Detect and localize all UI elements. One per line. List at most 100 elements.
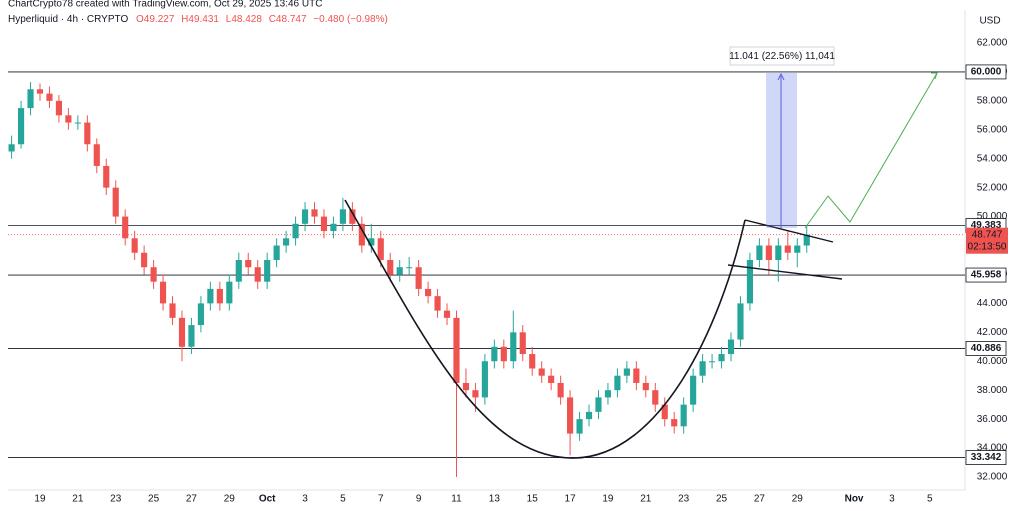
x-tick-label: 29 bbox=[224, 494, 236, 505]
y-tick-label: 36.000 bbox=[977, 414, 1008, 425]
candle-body bbox=[358, 223, 365, 246]
candle-body bbox=[74, 122, 81, 124]
x-tick-label: 5 bbox=[927, 494, 933, 505]
candle-body bbox=[481, 361, 488, 398]
candle-body bbox=[765, 245, 772, 260]
candle-body bbox=[17, 108, 25, 145]
candle-body bbox=[406, 267, 413, 269]
change: −0.480 (−0.98%) bbox=[313, 14, 388, 25]
candle-body bbox=[8, 144, 15, 152]
y-tick-label: 32.000 bbox=[977, 472, 1008, 483]
y-tick-label: 62.000 bbox=[977, 38, 1008, 49]
candle-body bbox=[567, 397, 574, 434]
measure-label-box bbox=[729, 46, 835, 66]
candle-body bbox=[46, 93, 53, 101]
x-tick-label: 19 bbox=[34, 494, 46, 505]
candle-body bbox=[93, 144, 100, 166]
level-label: 45.958 bbox=[971, 270, 1002, 281]
candle-body bbox=[387, 259, 394, 275]
currency: USD bbox=[979, 16, 1000, 27]
candle-body bbox=[661, 404, 668, 420]
candle-body bbox=[235, 259, 242, 282]
level-label-box bbox=[965, 64, 1007, 80]
candle-body bbox=[604, 390, 612, 398]
open: O49.227 bbox=[136, 14, 175, 25]
candle-body bbox=[529, 354, 536, 369]
symbol: Hyperliquid · 4h · CRYPTO bbox=[8, 14, 128, 25]
candle-body bbox=[548, 375, 555, 383]
candle-body bbox=[443, 310, 451, 318]
x-tick-label: 21 bbox=[640, 494, 652, 505]
x-tick-label: 27 bbox=[186, 494, 198, 505]
candle-body bbox=[746, 259, 754, 304]
candle-body bbox=[803, 234, 810, 246]
projection-path bbox=[804, 72, 938, 229]
watermark: ChartCrypto78 created with TradingView.c… bbox=[8, 0, 322, 10]
candle-body bbox=[292, 223, 299, 239]
candle-body bbox=[718, 354, 725, 362]
x-tick-label: 17 bbox=[565, 494, 577, 505]
candle-body bbox=[188, 325, 195, 347]
x-tick-label: 23 bbox=[678, 494, 690, 505]
candle-body bbox=[159, 281, 167, 304]
candle-body bbox=[614, 375, 621, 391]
candle-body bbox=[55, 100, 63, 116]
x-tick-label: 11 bbox=[451, 494, 462, 505]
y-tick-label: 38.000 bbox=[977, 385, 1008, 396]
candle-body bbox=[671, 419, 678, 427]
candle-body bbox=[27, 89, 34, 109]
candle-body bbox=[169, 303, 176, 318]
candle-body bbox=[396, 267, 403, 275]
candle-body bbox=[519, 332, 526, 355]
candle-body bbox=[425, 288, 432, 297]
low: L48.428 bbox=[226, 14, 263, 25]
level-label: 60.000 bbox=[971, 67, 1002, 78]
candle-body bbox=[538, 368, 545, 376]
level-label-box bbox=[965, 341, 1007, 356]
candle-body bbox=[216, 288, 223, 304]
drawings bbox=[344, 46, 938, 459]
x-tick-label: 3 bbox=[889, 494, 895, 505]
x-tick-label: 19 bbox=[602, 494, 614, 505]
flag-lower bbox=[727, 264, 843, 280]
x-tick-label: 13 bbox=[489, 494, 501, 505]
candle-body bbox=[500, 346, 507, 362]
candle-body bbox=[453, 317, 460, 383]
candle-body bbox=[131, 238, 138, 253]
candle-body bbox=[122, 216, 129, 239]
flag-upper bbox=[744, 219, 834, 243]
x-tick-label: 29 bbox=[792, 494, 804, 505]
level-label-box bbox=[965, 267, 1007, 283]
x-tick-label: 5 bbox=[340, 494, 346, 505]
candle-body bbox=[557, 382, 564, 398]
x-tick-label: 9 bbox=[416, 494, 422, 505]
y-tick-label: 42.000 bbox=[977, 327, 1008, 338]
candle-body bbox=[320, 216, 328, 232]
level-label: 49.383 bbox=[971, 220, 1002, 231]
candle-body bbox=[415, 267, 422, 289]
y-tick-label: 44.000 bbox=[977, 298, 1008, 309]
candle-body bbox=[699, 361, 706, 376]
candle-body bbox=[141, 252, 148, 268]
close: C48.747 bbox=[269, 14, 307, 25]
x-tick-label: 23 bbox=[110, 494, 122, 505]
candle-body bbox=[794, 245, 801, 253]
candle-body bbox=[775, 245, 782, 260]
candle-body bbox=[472, 390, 479, 398]
cup-curve bbox=[344, 199, 746, 459]
candle-body bbox=[330, 223, 337, 232]
candle-body bbox=[36, 89, 44, 94]
x-tick-label: 15 bbox=[527, 494, 539, 505]
y-tick-label: 58.000 bbox=[977, 95, 1008, 106]
level-label-box bbox=[965, 450, 1007, 465]
last-price-box bbox=[966, 227, 1008, 254]
candle-body bbox=[633, 368, 640, 383]
y-tick-label: 54.000 bbox=[977, 153, 1008, 164]
candle-body bbox=[349, 209, 356, 224]
candle-body bbox=[178, 317, 186, 347]
candle-body bbox=[652, 390, 659, 405]
candle-body bbox=[84, 122, 91, 145]
candle-body bbox=[301, 209, 309, 224]
